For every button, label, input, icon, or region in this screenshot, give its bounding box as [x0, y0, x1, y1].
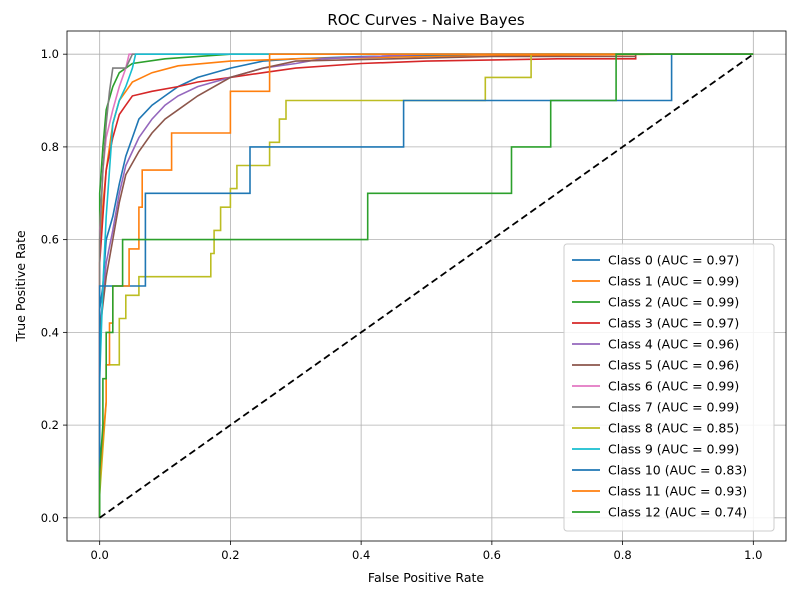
- legend-label: Class 11 (AUC = 0.93): [608, 484, 747, 499]
- legend-label: Class 10 (AUC = 0.83): [608, 463, 747, 478]
- legend-label: Class 9 (AUC = 0.99): [608, 442, 739, 457]
- x-tick-label: 0.0: [91, 548, 109, 562]
- legend-label: Class 2 (AUC = 0.99): [608, 295, 739, 310]
- legend-label: Class 3 (AUC = 0.97): [608, 316, 739, 331]
- legend-label: Class 4 (AUC = 0.96): [608, 337, 739, 352]
- y-tick-label: 0.8: [41, 140, 59, 154]
- x-tick-label: 0.8: [613, 548, 631, 562]
- y-tick-label: 1.0: [41, 47, 59, 61]
- legend-label: Class 7 (AUC = 0.99): [608, 400, 739, 415]
- x-axis-label: False Positive Rate: [368, 570, 484, 585]
- chart-title: ROC Curves - Naive Bayes: [327, 11, 525, 29]
- roc-curve-class-7: [98, 53, 754, 518]
- legend-label: Class 6 (AUC = 0.99): [608, 379, 739, 394]
- roc-curve-class-11: [98, 53, 754, 518]
- y-tick-label: 0.4: [41, 325, 59, 339]
- chance-diagonal: [99, 53, 754, 519]
- x-tick-label: 1.0: [744, 548, 762, 562]
- legend-label: Class 0 (AUC = 0.97): [608, 253, 739, 268]
- roc-curve-class-10: [98, 53, 754, 518]
- legend-label: Class 8 (AUC = 0.85): [608, 421, 739, 436]
- x-tick-label: 0.4: [352, 548, 370, 562]
- legend-label: Class 5 (AUC = 0.96): [608, 358, 739, 373]
- legend-label: Class 1 (AUC = 0.99): [608, 274, 739, 289]
- axes-frame: [66, 30, 787, 542]
- legend-label: Class 12 (AUC = 0.74): [608, 505, 747, 520]
- legend: Class 0 (AUC = 0.97) Class 1 (AUC = 0.99)…: [563, 243, 775, 532]
- plot-area: [98, 53, 754, 519]
- roc-curve-class-5: [98, 53, 754, 518]
- roc-curve-class-3: [98, 53, 754, 518]
- x-tick-label: 0.6: [483, 548, 501, 562]
- roc-curve-class-9: [98, 53, 754, 518]
- roc-curve-class-12: [98, 53, 754, 518]
- y-tick-label: 0.0: [41, 511, 59, 525]
- roc-curve-class-4: [98, 53, 754, 518]
- y-axis-label: True Positive Rate: [13, 230, 28, 343]
- axis-ticks: 0.0 0.2 0.4 0.6 0.8 1.0 0.0 0.2 0.4 0.6 0.8 1.0: [41, 47, 763, 562]
- roc-curve-class-8: [98, 53, 754, 518]
- grid: [67, 31, 786, 541]
- y-tick-label: 0.6: [41, 233, 59, 247]
- x-tick-label: 0.2: [221, 548, 239, 562]
- roc-curve-class-2: [98, 53, 754, 518]
- legend-box: [563, 243, 775, 532]
- y-tick-label: 0.2: [41, 418, 59, 432]
